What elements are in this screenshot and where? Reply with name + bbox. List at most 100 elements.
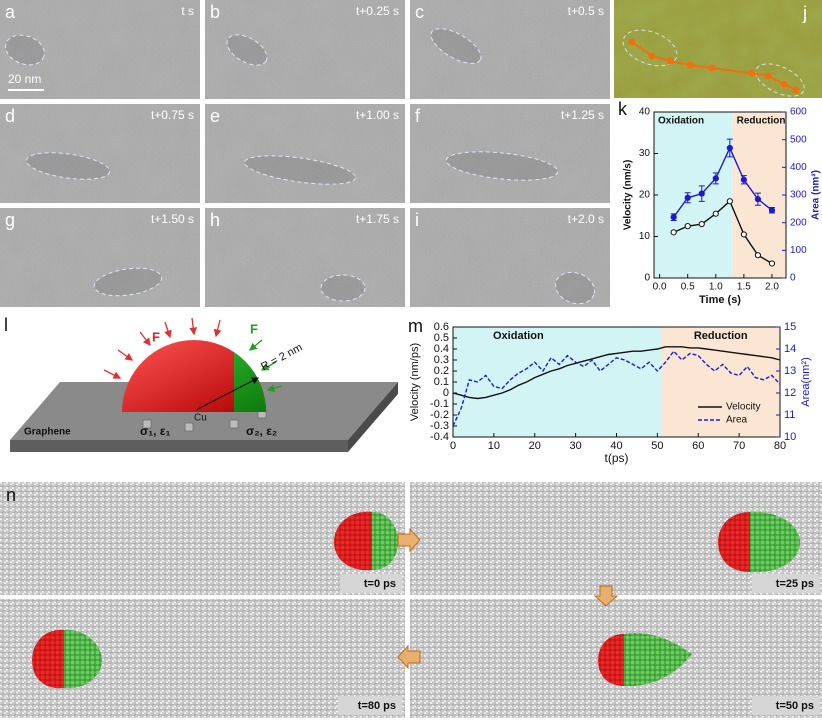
cu-red (334, 511, 372, 571)
particle-outline (320, 274, 366, 302)
region-label: Oxidation (658, 116, 704, 127)
y2-tick-label: 500 (790, 134, 807, 145)
x-tick-label: 30 (570, 440, 582, 452)
particle-outline (93, 267, 163, 297)
y2-tick-label: 10 (784, 431, 796, 443)
y-tick-label: 10 (639, 231, 651, 242)
y-tick-label: -0.4 (430, 431, 449, 443)
cu-red (32, 629, 64, 689)
time-label: t+0.25 s (356, 4, 399, 18)
y-tick-label: 0 (644, 273, 650, 284)
tem-panel: e t+1.00 s (205, 104, 405, 203)
cu-green (372, 512, 398, 570)
tem-noise (205, 0, 405, 99)
tem-panel: a t s 20 nm (0, 0, 200, 99)
time-boxes (338, 574, 820, 715)
panel-l: l F F R = 2 nm Cu Graphene σ₁, ε₁ σ₂, ε₂ (4, 315, 398, 452)
panel-j: j (614, 0, 822, 98)
particle-outline (226, 34, 268, 66)
panel-letter: h (210, 210, 220, 230)
data-point (684, 194, 691, 201)
x-tick-label: 1.0 (709, 282, 723, 293)
y-tick-label: 30 (639, 148, 651, 159)
y-tick-label: 0.3 (434, 354, 449, 366)
data-point (768, 207, 776, 214)
panel-letter: c (415, 2, 424, 22)
y-tick-label: 40 (639, 107, 651, 118)
particle-outline (5, 34, 45, 66)
particle (94, 268, 162, 296)
y-axis-label: Velocity (nm/ps) (409, 343, 421, 421)
panel-letter: g (5, 210, 15, 230)
cu-red (718, 512, 750, 572)
y2-tick-label: 200 (790, 217, 807, 228)
y-tick-label: -0.1 (430, 398, 449, 410)
y-tick-label: 0.6 (434, 321, 449, 333)
y2-tick-label: 14 (784, 343, 796, 355)
y-tick-label: 0.1 (434, 376, 449, 388)
tem-noise (0, 0, 200, 99)
y-tick-label: 0.2 (434, 365, 449, 377)
time-label: t+1.50 s (151, 212, 194, 226)
trajectory (631, 41, 797, 91)
tem-noise (205, 104, 405, 203)
chart: Oxidation Reduction 0.0 0.5 1.0 1.5 2.0 0 10 20 30… (614, 99, 822, 310)
time-label: t+1.25 s (561, 108, 604, 122)
tem-noise (410, 208, 610, 307)
y2-tick-label: 13 (784, 365, 796, 377)
region (661, 327, 780, 437)
panel-letter: j (802, 3, 807, 23)
x-tick-label: 70 (733, 440, 745, 452)
force-label: F (152, 329, 160, 344)
parameter-label: σ₁, ε₁ (140, 424, 171, 438)
tem-panel: c t+0.5 s (410, 0, 610, 99)
tem-panel: g t+1.50 s (0, 208, 200, 307)
particle (446, 151, 558, 181)
particle-outline (25, 152, 111, 180)
x-tick-label: 1.5 (737, 282, 751, 293)
particle (5, 35, 45, 65)
panel-letter: k (618, 99, 628, 119)
panel-letter: l (4, 315, 8, 335)
time-label: t=50 ps (776, 700, 814, 712)
x-tick-label: 40 (610, 440, 622, 452)
data-point (712, 175, 719, 182)
parameter-label: σ₂, ε₂ (246, 424, 277, 438)
forces-left (103, 317, 222, 379)
sequence-arrows (397, 527, 619, 670)
time-label: t=0 ps (364, 578, 396, 590)
region-label: Oxidation (493, 330, 544, 342)
forces-right (249, 339, 283, 392)
slab-front (10, 440, 348, 452)
y-tick-label: 0.4 (434, 343, 449, 355)
radius-arrow (195, 377, 260, 411)
substrate-label: Graphene (24, 427, 71, 438)
data-point (670, 229, 677, 236)
data-point (712, 210, 719, 217)
time-label: t+0.75 s (151, 108, 194, 122)
x-tick-label: 20 (529, 440, 541, 452)
tem-noise (205, 208, 405, 307)
y2-axis-label: Area(nm²) (800, 357, 812, 407)
data-point (698, 190, 705, 197)
y-tick-label: 20 (639, 190, 651, 201)
x-axis-label: t(ps) (605, 451, 629, 465)
x-tick-label: 0 (450, 440, 456, 452)
panel-n: n t=0 ps t=25 ps t=80 ps t=50 ps (0, 482, 822, 718)
y2-tick-label: 300 (790, 190, 807, 201)
cu-green (624, 633, 692, 687)
particle-outline (244, 155, 356, 185)
data-point (698, 220, 705, 228)
x-axis-label: Time (s) (699, 294, 741, 306)
y2-tick-label: 11 (784, 409, 795, 421)
panel-letter: b (210, 2, 220, 22)
time-label: t=25 ps (776, 578, 814, 590)
particle (431, 28, 481, 64)
cu-hemisphere (122, 340, 266, 412)
tem-panel: h t+1.75 s (205, 208, 405, 307)
legend-label: Area (726, 415, 748, 426)
trajectory-points (628, 38, 800, 94)
x-tick-label: 0.0 (653, 282, 667, 293)
